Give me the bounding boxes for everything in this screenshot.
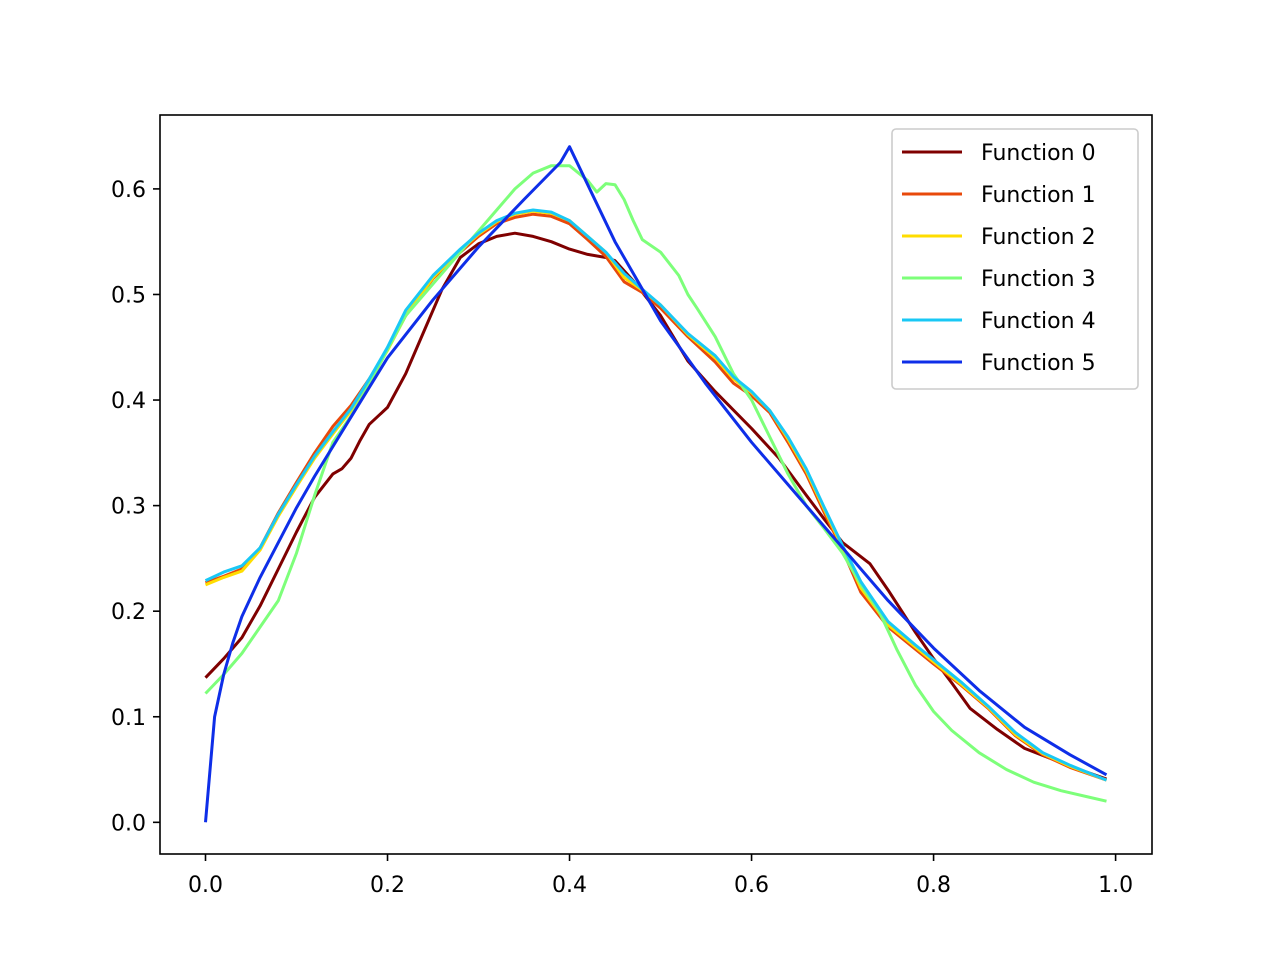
- series-layer: [204, 145, 1108, 823]
- legend-label: Function 3: [981, 267, 1096, 292]
- y-tick-label: 0.3: [111, 495, 146, 520]
- y-tick-label: 0.6: [111, 178, 146, 203]
- series-line-function-1: [205, 212, 1107, 782]
- legend-label: Function 5: [981, 351, 1096, 376]
- legend: Function 0 Function 1 Function 2 Function 3…: [891, 128, 1139, 390]
- y-axis: 0.0 0.1 0.2 0.3 0.4 0.5 0.6: [111, 178, 160, 836]
- legend-box: [891, 128, 1139, 390]
- series-line-function-5: [204, 145, 1108, 823]
- series-line-function-4: [204, 208, 1108, 782]
- x-tick-label: 0.0: [188, 873, 223, 898]
- y-tick-label: 0.4: [111, 389, 146, 414]
- y-tick-label: 0.1: [111, 706, 146, 731]
- x-tick-label: 0.4: [552, 873, 587, 898]
- plot-frame: [159, 114, 1153, 855]
- x-tick-label: 1.0: [1098, 873, 1133, 898]
- x-tick-label: 0.2: [370, 873, 405, 898]
- y-tick-label: 0.2: [111, 600, 146, 625]
- x-axis: 0.0 0.2 0.4 0.6 0.8 1.0: [188, 854, 1133, 898]
- legend-label: Function 1: [981, 183, 1096, 208]
- y-tick-label: 0.5: [111, 283, 146, 308]
- legend-label: Function 2: [981, 225, 1096, 250]
- series-line-function-0: [204, 231, 1107, 781]
- y-tick-label: 0.0: [111, 811, 146, 836]
- legend-label: Function 0: [981, 141, 1096, 166]
- legend-label: Function 4: [981, 309, 1096, 334]
- x-tick-label: 0.8: [916, 873, 951, 898]
- x-tick-label: 0.6: [734, 873, 769, 898]
